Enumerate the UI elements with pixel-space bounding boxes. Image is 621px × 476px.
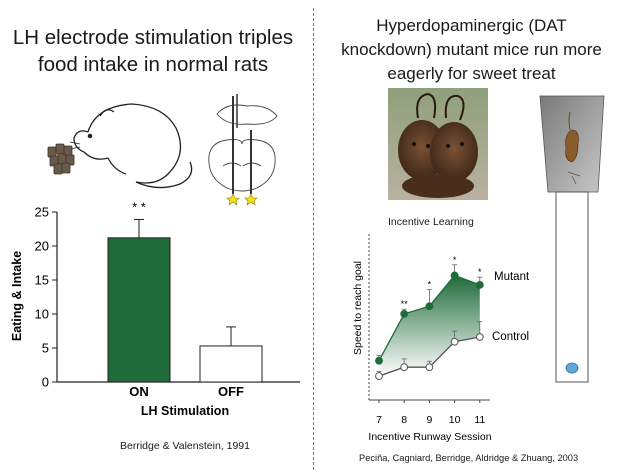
line-x-tick-label: 9	[426, 414, 432, 426]
line-point-mutant	[375, 356, 383, 365]
bar-chart: 0 5 10 15 20 25 ON OFF * * Eating & Intake LH S…	[10, 199, 300, 418]
line-area-between-series	[379, 275, 480, 377]
line-significance-annotation: *	[478, 267, 482, 277]
line-point-mutant	[450, 271, 459, 280]
left-title-line2: food intake in normal rats	[37, 53, 269, 76]
bar-y-tick-label: 15	[35, 273, 49, 288]
line-point-control	[400, 363, 409, 372]
line-point-control	[475, 333, 484, 341]
line-chart-points	[375, 271, 484, 380]
line-x-tick-label: 7	[376, 414, 382, 426]
bar-on	[107, 237, 171, 383]
line-chart-x-axis-label: Incentive Runway Session	[368, 431, 491, 443]
bar-y-tick-label: 0	[42, 375, 49, 390]
bar-category-label: ON	[129, 384, 149, 399]
right-citation: Peciña, Cagniard, Berridge, Aldridge & Z…	[359, 453, 579, 463]
bar-chart-y-ticks: 0 5 10 15 20 25	[35, 205, 57, 390]
bar-chart-x-axis-label: LH Stimulation	[141, 404, 229, 418]
line-point-control	[375, 372, 383, 380]
runway-apparatus-icon	[539, 95, 605, 383]
panel-divider	[313, 8, 314, 470]
line-point-mutant	[475, 281, 484, 289]
bar-significance-annotation: * *	[132, 199, 146, 214]
bar-y-tick-label: 25	[35, 205, 49, 220]
right-title-line3: eagerly for sweet treat	[387, 64, 556, 83]
legend-control-label: Control	[492, 331, 529, 343]
mice-photo-icon	[388, 88, 488, 200]
left-title-line1: LH electrode stimulation triples	[12, 26, 294, 49]
line-chart-annotations: *****	[401, 255, 482, 309]
line-significance-annotation: *	[453, 255, 457, 265]
legend-mutant-label: Mutant	[494, 271, 530, 283]
right-title-line1: Hyperdopaminergic (DAT	[376, 16, 567, 35]
line-x-tick-label: 11	[474, 414, 485, 426]
brain-electrode-diagram-icon	[208, 94, 278, 206]
bar-y-tick-label: 10	[35, 307, 49, 322]
line-significance-annotation: *	[428, 280, 432, 290]
bar-y-tick-label: 5	[42, 341, 49, 356]
line-point-mutant	[400, 310, 409, 318]
right-title-line2: knockdown) mutant mice run more	[341, 40, 602, 59]
line-significance-annotation: **	[401, 299, 409, 309]
bar-category-label: OFF	[218, 384, 244, 399]
line-x-tick-label: 10	[449, 414, 461, 426]
left-panel-title: LH electrode stimulation triples food in…	[0, 24, 306, 78]
left-citation: Berridge & Valenstein, 1991	[120, 440, 250, 452]
line-chart-y-axis-label: Speed to reach goal	[352, 261, 364, 355]
line-chart-x-ticks: 7 8 9 10 11	[376, 400, 485, 426]
right-panel-title: Hyperdopaminergic (DAT knockdown) mutant…	[322, 14, 621, 86]
bar-chart-y-axis-label: Eating & Intake	[10, 251, 24, 341]
bar-off	[199, 345, 263, 383]
rat-eating-drawing-icon	[47, 103, 193, 189]
line-point-mutant	[425, 302, 434, 311]
incentive-learning-caption: Incentive Learning	[388, 216, 474, 228]
bar-y-tick-label: 20	[35, 239, 49, 254]
line-point-control	[425, 363, 434, 372]
line-x-tick-label: 8	[401, 414, 407, 426]
line-point-control	[450, 337, 459, 346]
line-chart-area	[379, 275, 480, 377]
bar-chart-bars: ON OFF * *	[107, 199, 263, 399]
